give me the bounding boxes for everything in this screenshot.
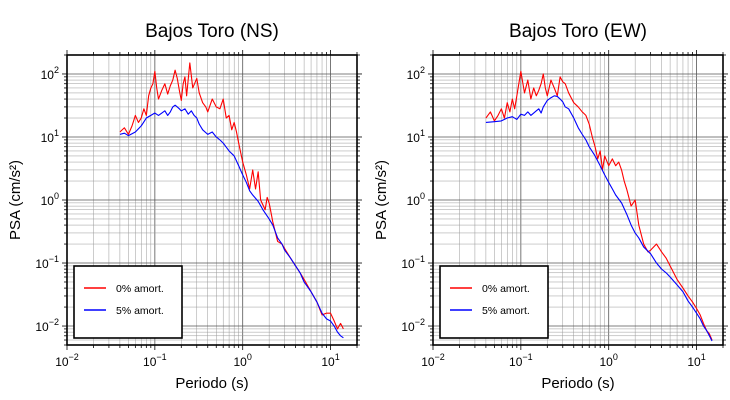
y-tick-label: 10−2 bbox=[35, 317, 59, 334]
x-tick-label: 10−2 bbox=[55, 352, 79, 369]
series-line-zero-damping bbox=[485, 70, 713, 341]
y-tick-label: 100 bbox=[41, 191, 59, 208]
y-tick-label: 10−2 bbox=[401, 317, 425, 334]
x-tick-label: 10−1 bbox=[143, 352, 167, 369]
y-tick-label: 10−1 bbox=[401, 254, 425, 271]
legend-label: 0% amort. bbox=[482, 283, 530, 295]
chart-title: Bajos Toro (EW) bbox=[509, 21, 647, 42]
series-line-five-pct-damping bbox=[485, 95, 713, 342]
x-axis-label: Periodo (s) bbox=[541, 375, 614, 392]
y-axis-label: PSA (cm/s²) bbox=[7, 160, 24, 240]
series-line-five-pct-damping bbox=[119, 104, 344, 339]
plot-frame bbox=[432, 54, 724, 346]
x-axis-label: Periodo (s) bbox=[175, 375, 248, 392]
plot-frame bbox=[66, 54, 358, 346]
legend-box bbox=[439, 265, 549, 339]
y-axis-label: PSA (cm/s²) bbox=[373, 160, 390, 240]
legend-label: 5% amort. bbox=[116, 305, 164, 317]
y-tick-label: 102 bbox=[407, 65, 425, 82]
chart-title: Bajos Toro (NS) bbox=[145, 21, 279, 42]
x-tick-label: 100 bbox=[600, 352, 618, 369]
y-tick-label: 101 bbox=[41, 128, 59, 145]
legend: 0% amort. 5% amort. bbox=[439, 265, 549, 339]
legend-label: 0% amort. bbox=[116, 283, 164, 295]
legend-label: 5% amort. bbox=[482, 305, 530, 317]
y-tick-label: 101 bbox=[407, 128, 425, 145]
x-tick-label: 10−2 bbox=[421, 352, 445, 369]
x-tick-label: 101 bbox=[687, 352, 705, 369]
x-tick-label: 101 bbox=[321, 352, 339, 369]
x-tick-label: 100 bbox=[234, 352, 252, 369]
y-tick-label: 102 bbox=[41, 65, 59, 82]
legend: 0% amort. 5% amort. bbox=[73, 265, 183, 339]
y-tick-label: 100 bbox=[407, 191, 425, 208]
x-tick-label: 10−1 bbox=[509, 352, 533, 369]
legend-box bbox=[73, 265, 183, 339]
chart-panel-1: 10−2 10−1 100 101 10−2 10−1 100 101 102 Bajos Tor… bbox=[7, 21, 362, 392]
chart-panel-2: 10−2 10−1 100 101 10−2 10−1 100 101 102 Bajos Tor… bbox=[373, 21, 728, 392]
y-tick-label: 10−1 bbox=[35, 254, 59, 271]
